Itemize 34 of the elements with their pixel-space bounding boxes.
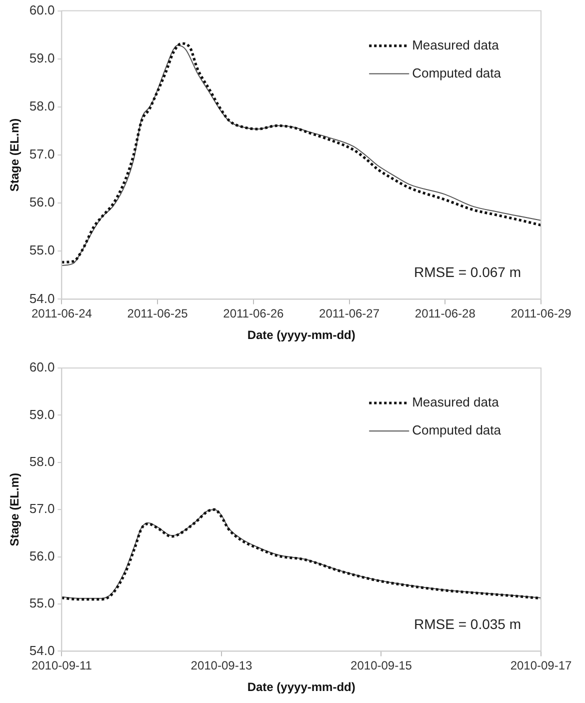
x-tick-label: 2011-06-25 xyxy=(127,306,188,321)
x-axis-title: Date (yyyy-mm-dd) xyxy=(247,680,356,694)
x-tick-label: 2010-09-11 xyxy=(31,658,92,673)
x-tick-label: 2011-06-28 xyxy=(414,306,476,321)
y-tick-label: 60.0 xyxy=(29,360,55,375)
y-tick-label: 60.0 xyxy=(29,2,55,18)
y-tick-label: 54.0 xyxy=(29,290,55,306)
x-tick-label: 2011-06-26 xyxy=(223,306,284,321)
y-tick-label: 56.0 xyxy=(29,194,55,210)
x-tick-label: 2011-06-27 xyxy=(319,306,380,321)
x-tick-label: 2011-06-24 xyxy=(31,306,92,321)
y-tick-label: 58.0 xyxy=(29,454,55,469)
x-tick-label: 2010-09-17 xyxy=(510,658,572,673)
y-tick-label: 55.0 xyxy=(29,596,55,611)
y-tick-label: 59.0 xyxy=(29,406,55,422)
y-axis-title: Stage (EL.m) xyxy=(8,118,22,192)
y-tick-label: 55.0 xyxy=(29,242,55,258)
annotation: RMSE = 0.035 m xyxy=(414,616,521,632)
y-tick-label: 54.0 xyxy=(29,642,55,658)
legend-label: Computed data xyxy=(412,65,502,80)
x-tick-label: 2010-09-13 xyxy=(190,658,252,673)
y-tick-label: 57.0 xyxy=(29,501,55,516)
x-axis-title: Date (yyyy-mm-dd) xyxy=(247,328,356,342)
legend-label: Measured data xyxy=(412,37,500,52)
y-tick-label: 59.0 xyxy=(29,50,55,66)
legend-label: Computed data xyxy=(412,422,502,438)
x-tick-label: 2010-09-15 xyxy=(350,658,412,673)
y-tick-label: 57.0 xyxy=(29,146,55,162)
legend-label: Measured data xyxy=(412,394,500,410)
y-tick-label: 58.0 xyxy=(29,98,55,114)
annotation: RMSE = 0.067 m xyxy=(414,264,521,280)
y-axis-title: Stage (EL.m) xyxy=(8,472,22,546)
x-tick-label: 2011-06-29 xyxy=(510,306,572,321)
y-tick-label: 56.0 xyxy=(29,548,55,564)
